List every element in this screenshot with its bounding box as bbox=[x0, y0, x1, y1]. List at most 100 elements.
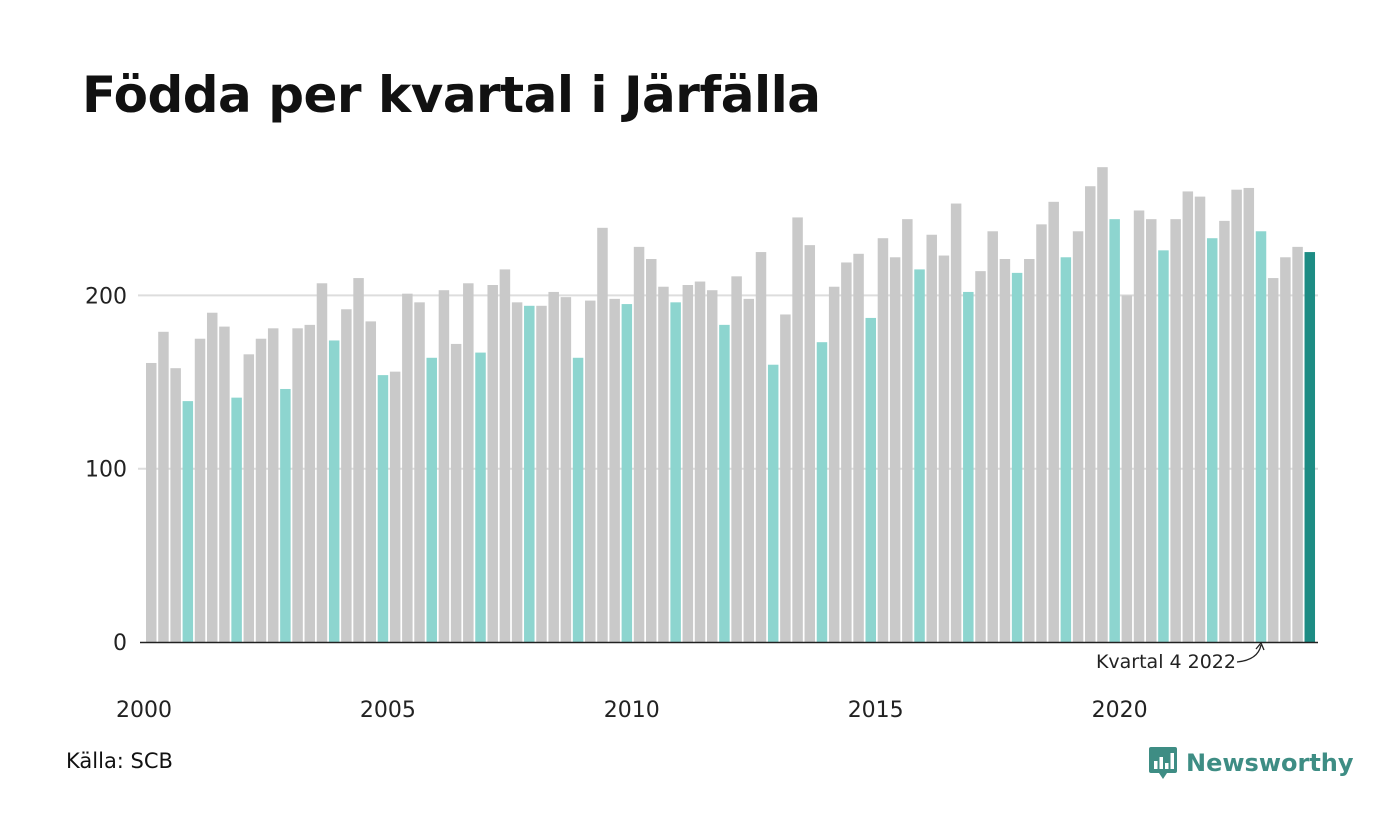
bar bbox=[597, 227, 608, 643]
bar bbox=[499, 269, 511, 642]
bar bbox=[353, 278, 364, 642]
bar bbox=[389, 371, 401, 642]
bar bbox=[1304, 252, 1316, 642]
bar bbox=[950, 203, 962, 642]
bar bbox=[280, 388, 291, 642]
bar bbox=[572, 357, 584, 642]
bar bbox=[1267, 278, 1279, 642]
bar bbox=[999, 259, 1011, 642]
annotation-arrowhead bbox=[1255, 641, 1265, 651]
bar bbox=[365, 321, 377, 642]
annotation-arrow bbox=[1236, 644, 1262, 663]
bar bbox=[1072, 231, 1084, 643]
bar bbox=[1109, 219, 1120, 642]
bar bbox=[645, 259, 657, 642]
bar bbox=[524, 305, 535, 642]
bar bbox=[1292, 246, 1303, 642]
bar bbox=[585, 300, 596, 642]
bar bbox=[877, 238, 889, 642]
bar bbox=[450, 343, 462, 642]
bar bbox=[438, 290, 450, 642]
bar bbox=[658, 286, 669, 642]
bar bbox=[1206, 238, 1218, 642]
annotation-label: Kvartal 4 2022 bbox=[1096, 651, 1236, 673]
bar bbox=[1011, 272, 1023, 642]
x-tick-label: 2005 bbox=[360, 698, 416, 723]
bar bbox=[426, 357, 437, 642]
annotation: Kvartal 4 2022 bbox=[1096, 641, 1265, 673]
bar bbox=[731, 276, 742, 642]
bar bbox=[243, 354, 255, 642]
bar bbox=[804, 245, 816, 642]
bar bbox=[487, 285, 498, 642]
bar bbox=[633, 246, 645, 642]
y-tick-label: 0 bbox=[113, 631, 127, 656]
bar bbox=[1182, 191, 1194, 643]
bar bbox=[853, 253, 864, 643]
bar bbox=[536, 305, 547, 642]
newsworthy-logo-icon bbox=[1149, 747, 1177, 779]
bar bbox=[755, 252, 767, 642]
bar bbox=[1024, 259, 1035, 642]
bar bbox=[865, 317, 877, 642]
bar bbox=[1158, 250, 1169, 643]
bar bbox=[914, 269, 925, 642]
bar bbox=[682, 285, 694, 642]
bar bbox=[1219, 220, 1230, 643]
bar bbox=[609, 298, 620, 642]
bar bbox=[377, 375, 389, 642]
bar bbox=[792, 217, 803, 643]
bar bbox=[670, 302, 681, 642]
chart-title: Födda per kvartal i Järfälla bbox=[82, 66, 821, 124]
bar bbox=[316, 283, 328, 642]
source-label: Källa: SCB bbox=[66, 749, 173, 773]
bar bbox=[1097, 167, 1108, 642]
bar bbox=[158, 331, 169, 642]
bars bbox=[146, 167, 1316, 643]
bar bbox=[889, 257, 901, 642]
bar bbox=[206, 312, 218, 642]
bar bbox=[1048, 201, 1059, 642]
bar bbox=[841, 262, 852, 642]
x-tick-label: 2015 bbox=[848, 698, 904, 723]
bar bbox=[1060, 257, 1072, 642]
y-tick-label: 200 bbox=[85, 284, 127, 309]
bar bbox=[1255, 231, 1267, 643]
bar bbox=[194, 338, 206, 642]
brand-logo: Newsworthy bbox=[1148, 743, 1354, 783]
bar bbox=[560, 297, 572, 642]
bar bbox=[1145, 219, 1157, 642]
bar bbox=[743, 298, 755, 642]
x-tick-label: 2020 bbox=[1092, 698, 1148, 723]
bar bbox=[938, 255, 950, 642]
bar bbox=[414, 302, 425, 642]
bar bbox=[1085, 186, 1096, 642]
bar bbox=[182, 401, 194, 642]
bar bbox=[511, 302, 523, 642]
x-tick-label: 2010 bbox=[604, 698, 660, 723]
bar bbox=[719, 324, 730, 642]
bar bbox=[328, 340, 340, 642]
bar bbox=[1133, 210, 1145, 642]
bar bbox=[963, 291, 974, 642]
bar bbox=[1170, 219, 1181, 642]
bar bbox=[1194, 196, 1206, 642]
bar bbox=[402, 293, 413, 642]
axes: 0 100 200 2000 2005 2010 2015 2020 bbox=[85, 284, 1318, 723]
bar bbox=[706, 290, 718, 642]
bar bbox=[926, 234, 937, 642]
bar bbox=[1231, 189, 1242, 642]
bar bbox=[1036, 224, 1047, 643]
bar bbox=[463, 283, 474, 642]
bar bbox=[902, 219, 913, 642]
y-tick-label: 100 bbox=[85, 458, 127, 483]
x-tick-label: 2000 bbox=[116, 698, 172, 723]
bar bbox=[694, 281, 706, 642]
bar bbox=[1280, 257, 1291, 642]
bar bbox=[1121, 295, 1133, 642]
bar bbox=[816, 342, 828, 642]
bar bbox=[292, 328, 303, 642]
bar bbox=[341, 309, 352, 642]
bar bbox=[146, 362, 157, 642]
